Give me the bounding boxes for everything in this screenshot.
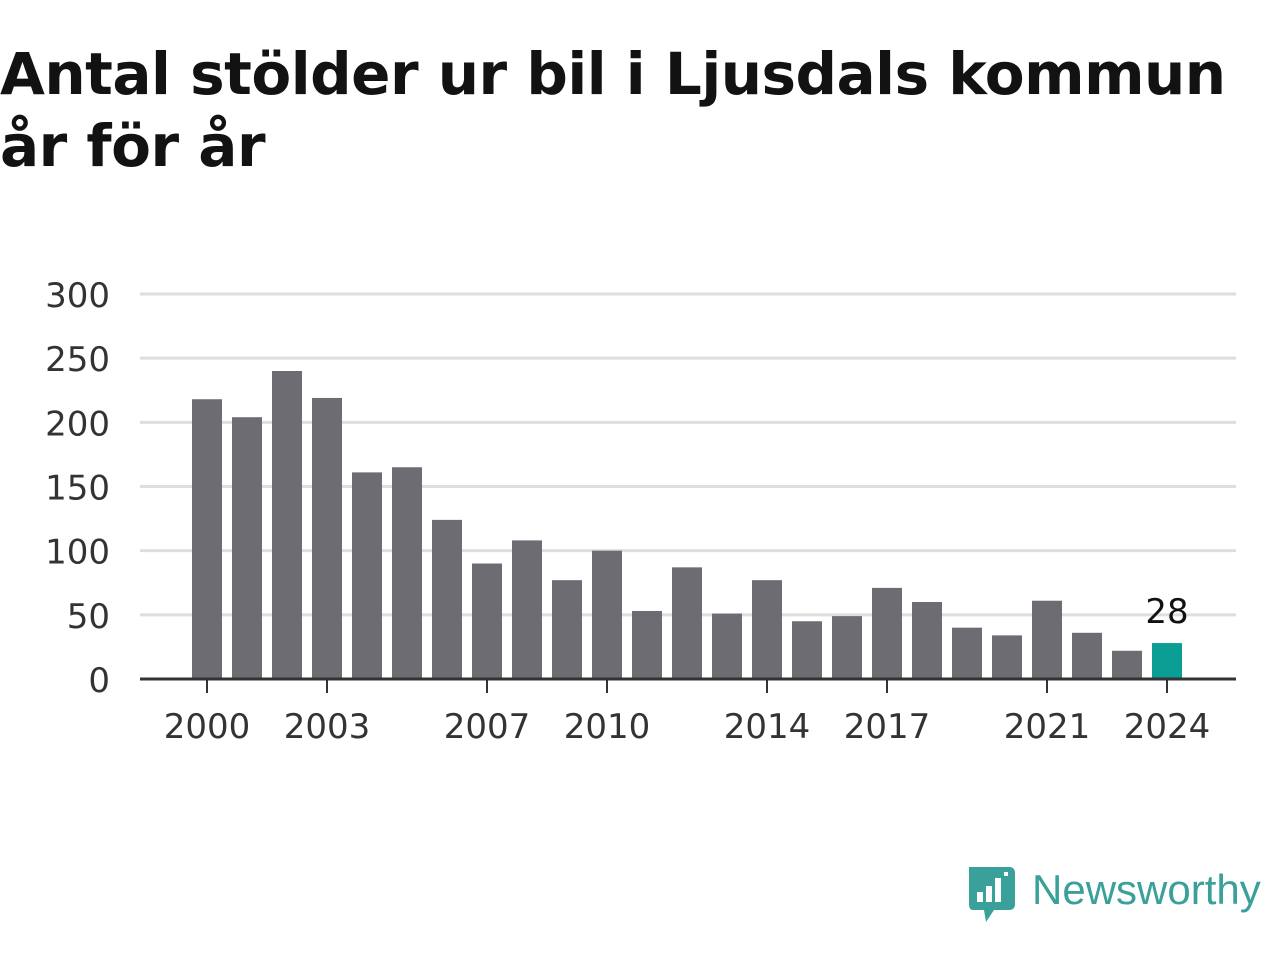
y-tick-label: 300: [45, 276, 110, 316]
bar-2000: [192, 399, 222, 679]
bar-2022: [1072, 632, 1102, 679]
x-tick-label: 2007: [444, 707, 531, 747]
bar-2012: [672, 567, 702, 679]
x-tick-label: 2014: [724, 707, 811, 747]
x-tick-label: 2017: [844, 707, 931, 747]
y-tick-label: 100: [45, 533, 110, 573]
bar-2023: [1112, 650, 1142, 679]
y-tick-label: 250: [45, 340, 110, 380]
chart-title: Antal stölder ur bil i Ljusdals kommun å…: [0, 38, 1270, 182]
bar-2005: [392, 467, 422, 679]
newsworthy-logo-text: Newsworthy: [1032, 866, 1261, 913]
y-tick-label: 0: [88, 661, 110, 701]
y-tick-label: 50: [67, 597, 110, 637]
bar-2019: [952, 627, 982, 679]
newsworthy-logo-icon: [969, 867, 1015, 922]
y-tick-label: 150: [45, 469, 110, 509]
x-tick-label: 2024: [1124, 707, 1211, 747]
data-label-2024: 28: [1145, 592, 1188, 632]
newsworthy-logo[interactable]: Newsworthy: [964, 864, 1280, 928]
bar-2021: [1032, 600, 1062, 679]
bar-2009: [552, 580, 582, 679]
bar-2011: [632, 610, 662, 679]
bar-2018: [912, 602, 942, 679]
chart-title-line-2: år för år: [0, 112, 266, 180]
x-tick-label: 2010: [564, 707, 651, 747]
bar-2008: [512, 540, 542, 679]
bar-2014: [752, 580, 782, 679]
bar-2006: [432, 519, 462, 679]
bar-2002: [272, 371, 302, 679]
y-tick-label: 200: [45, 404, 110, 444]
bar-2016: [832, 616, 862, 679]
bar-2003: [312, 397, 342, 679]
bar-2001: [232, 417, 262, 679]
x-tick-label: 2000: [164, 707, 251, 747]
bar-2007: [472, 563, 502, 679]
bar-2013: [712, 613, 742, 679]
x-tick-label: 2003: [284, 707, 371, 747]
bar-2015: [792, 621, 822, 679]
bar-2024: [1152, 643, 1182, 679]
x-tick-label: 2021: [1004, 707, 1091, 747]
chart-title-line-1: Antal stölder ur bil i Ljusdals kommun: [0, 40, 1226, 108]
bar-2010: [592, 550, 622, 679]
bar-2020: [992, 635, 1022, 679]
bar-2004: [352, 472, 382, 679]
bar-2017: [872, 587, 902, 679]
